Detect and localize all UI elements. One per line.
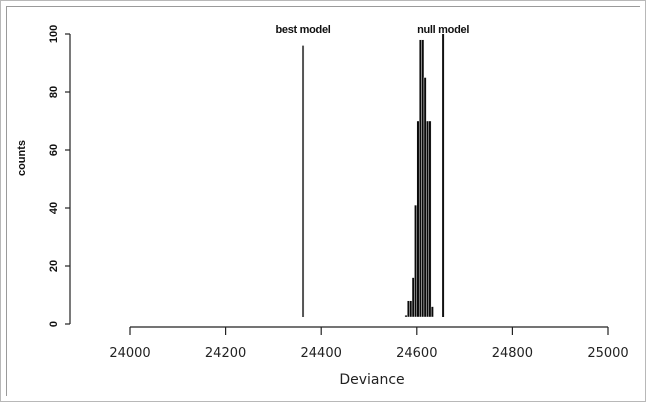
histogram-bar bbox=[430, 306, 434, 318]
x-tick-label: 24400 bbox=[301, 346, 342, 361]
histogram-bar bbox=[404, 315, 408, 318]
histogram-bar bbox=[414, 204, 418, 318]
reference-line-label: null model bbox=[417, 24, 469, 36]
y-axis-title: counts bbox=[16, 140, 28, 176]
y-axis: 0 20 40 60 80 100 bbox=[48, 25, 71, 327]
x-tick-label: 25000 bbox=[587, 346, 628, 361]
histogram-bar bbox=[428, 120, 432, 318]
histogram-bar bbox=[409, 300, 413, 318]
histogram-bar bbox=[423, 77, 427, 318]
y-tick-label: 100 bbox=[48, 25, 60, 43]
x-tick-label: 24600 bbox=[396, 346, 437, 361]
histogram-bar bbox=[407, 300, 410, 318]
y-tick-label: 60 bbox=[48, 144, 60, 156]
histogram-bar bbox=[421, 39, 425, 318]
histogram-bar bbox=[426, 120, 429, 318]
histogram-bar bbox=[418, 39, 422, 318]
histogram-bar bbox=[416, 120, 420, 318]
x-axis: 24000 24200 24400 24600 24800 25000 bbox=[109, 326, 629, 361]
y-tick-label: 40 bbox=[48, 202, 60, 214]
x-tick-label: 24200 bbox=[205, 346, 246, 361]
reference-line-label: best model bbox=[275, 24, 330, 36]
x-tick-label: 24800 bbox=[492, 346, 533, 361]
y-tick-label: 80 bbox=[48, 86, 60, 98]
x-axis-title: Deviance bbox=[339, 372, 404, 388]
reference-lines: best model null model bbox=[275, 24, 470, 317]
histogram-bars bbox=[404, 39, 434, 318]
y-tick-label: 20 bbox=[48, 260, 60, 272]
histogram-bar bbox=[411, 277, 415, 318]
x-tick-label: 24000 bbox=[109, 346, 150, 361]
figure-border-top bbox=[6, 6, 640, 7]
figure-border-left bbox=[6, 6, 7, 396]
y-tick-label: 0 bbox=[48, 321, 60, 327]
